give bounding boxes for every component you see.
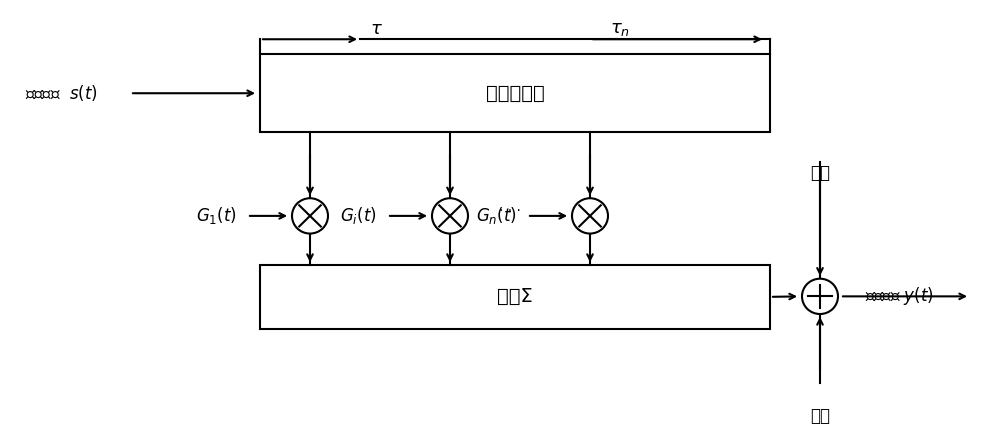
Text: 输入信号  $s(t)$: 输入信号 $s(t)$ — [25, 83, 98, 103]
Circle shape — [572, 198, 608, 234]
Text: $G_i(t)$: $G_i(t)$ — [340, 205, 377, 226]
Text: $G_1(t)$: $G_1(t)$ — [196, 205, 237, 226]
Text: $\tau$: $\tau$ — [370, 21, 383, 39]
Text: · · ·: · · · — [499, 204, 521, 218]
Circle shape — [292, 198, 328, 234]
Bar — [260, 265, 770, 329]
Text: 求和Σ: 求和Σ — [497, 287, 533, 306]
Text: 输出信号 $y(t)$: 输出信号 $y(t)$ — [865, 285, 934, 307]
Circle shape — [432, 198, 468, 234]
Text: $\tau_n$: $\tau_n$ — [610, 21, 630, 39]
Text: 噪声: 噪声 — [810, 163, 830, 181]
Text: 抄头延迟线: 抄头延迟线 — [486, 84, 544, 103]
Bar — [260, 54, 770, 133]
Text: $G_n(t)$: $G_n(t)$ — [476, 205, 517, 226]
Circle shape — [802, 279, 838, 314]
Text: 干扰: 干扰 — [810, 407, 830, 425]
